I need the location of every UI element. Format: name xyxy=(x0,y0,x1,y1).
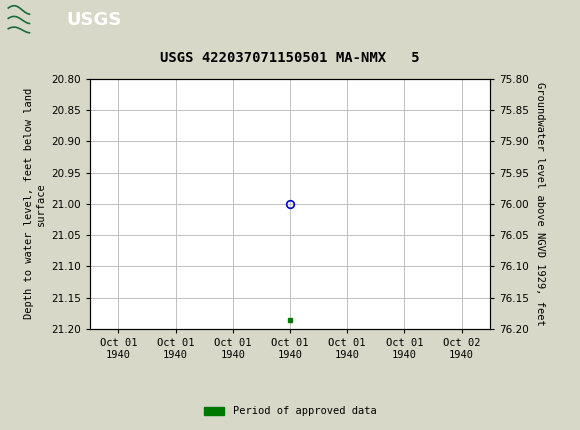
Y-axis label: Groundwater level above NGVD 1929, feet: Groundwater level above NGVD 1929, feet xyxy=(535,82,545,326)
Y-axis label: Depth to water level, feet below land
surface: Depth to water level, feet below land su… xyxy=(24,88,45,319)
Text: USGS 422037071150501 MA-NMX   5: USGS 422037071150501 MA-NMX 5 xyxy=(160,51,420,65)
Text: USGS: USGS xyxy=(67,11,122,29)
Legend: Period of approved data: Period of approved data xyxy=(200,402,380,421)
